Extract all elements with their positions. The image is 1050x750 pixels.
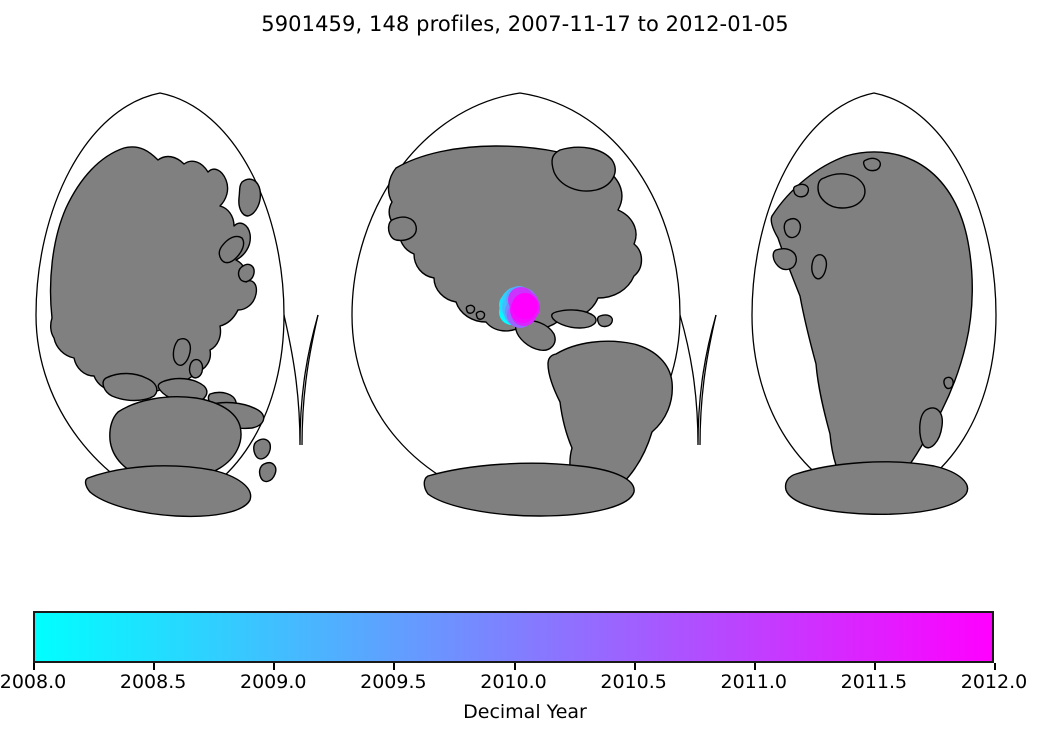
colorbar-tick [513,663,516,670]
land-antarctica-west [84,465,252,518]
colorbar-tick-labels: 2008.0 2008.5 2009.0 2009.5 2010.0 2010.5 2011… [0,671,1050,697]
land-scandinavia [817,173,866,209]
page-title: 5901459, 148 profiles, 2007-11-17 to 201… [261,12,789,36]
colorbar-ticks [33,663,996,671]
land-caribbean [551,309,614,329]
land-iceland [792,183,810,198]
land-kamchatka [238,178,262,217]
colorbar-tick-label: 2010.5 [600,671,667,693]
colorbar-gradient [33,611,994,663]
land-sri-lanka [943,376,954,390]
colorbar-tick [753,663,756,670]
land-italy [811,254,828,280]
land-iberia [772,248,797,271]
land-hawaii [465,304,486,320]
land-europe-africa [770,151,973,501]
colorbar-tick [153,663,156,670]
colorbar-tick-label: 2011.5 [840,671,908,693]
land-australia [109,396,242,482]
colorbar-tick-label: 2011.0 [720,671,787,693]
colorbar-tick-label: 2009.5 [360,671,427,693]
colorbar-tick [873,663,876,670]
colorbar-axis-label: Decimal Year [463,701,587,723]
land-british-isles [783,218,802,239]
land-philippines [172,338,204,379]
land-japan [218,235,255,283]
profile-markers [499,286,540,328]
colorbar [33,611,994,663]
colorbar-tick-label: 2010.0 [480,671,547,693]
landmasses [49,145,973,518]
colorbar-tick [393,663,396,670]
colorbar-tick-label: 2008.0 [0,671,67,693]
land-antarctica-east [784,461,969,516]
profile-point [512,293,538,319]
land-madagascar [919,407,943,449]
land-svalbard [862,157,881,172]
map-interruption-clefts [283,314,717,446]
land-new-zealand [253,438,277,483]
colorbar-tick [33,663,35,670]
colorbar-tick-label: 2012.0 [960,671,1028,693]
land-alaska-peninsula [387,216,417,242]
land-eurasia-east [49,146,258,396]
colorbar-tick-label: 2009.0 [240,671,307,693]
land-antarctica-central [423,462,635,517]
colorbar-tick [633,663,636,670]
colorbar-tick [273,663,276,670]
colorbar-tick-label: 2008.5 [119,671,187,693]
world-map [0,60,1050,540]
land-greenland-west [551,146,616,192]
colorbar-tick [994,663,996,670]
